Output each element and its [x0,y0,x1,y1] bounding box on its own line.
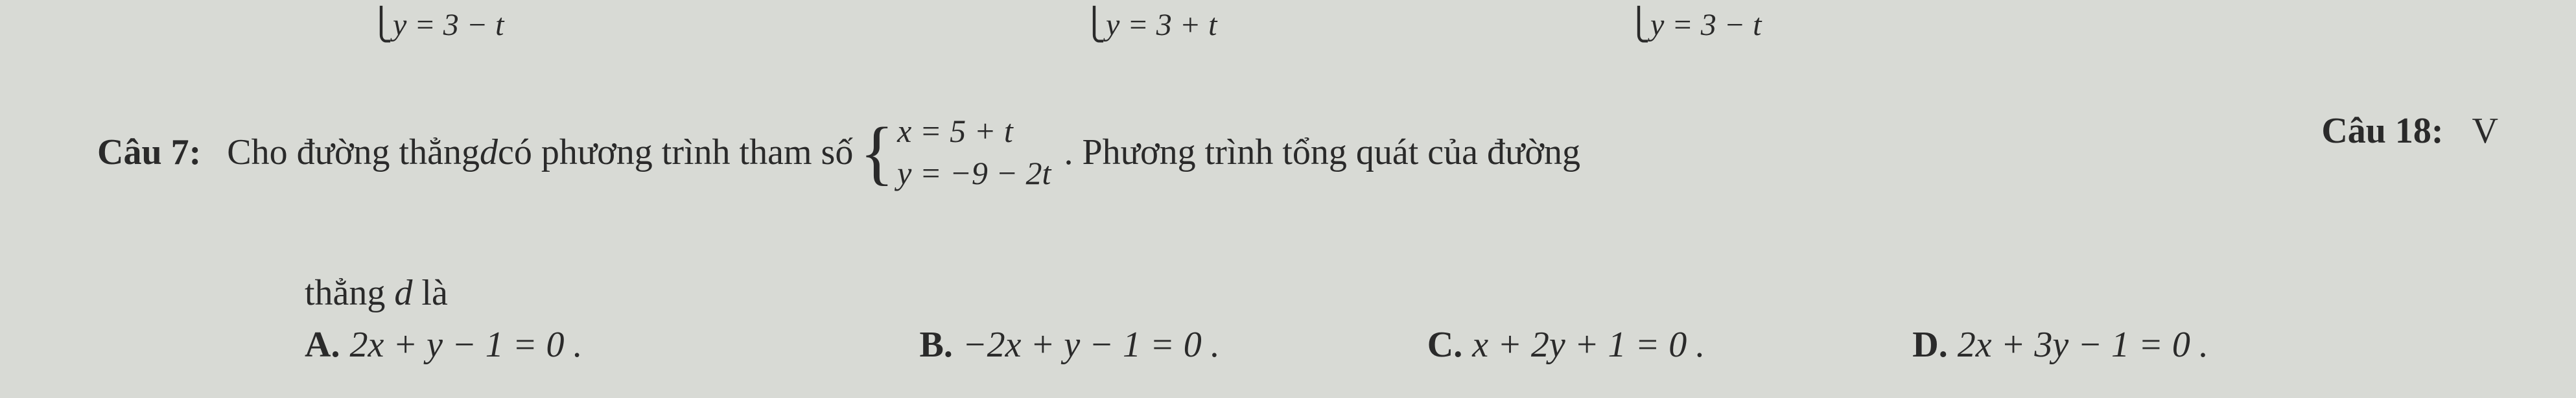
top-fragment-1: ⎩y = 3 − t [369,6,504,43]
question-text-before: Cho đường thẳng [227,132,480,173]
question-text-mid: có phương trình tham số [498,132,853,173]
option-c-label: C. [1427,324,1462,366]
top-eq-2: y = 3 + t [1106,8,1217,42]
option-c: C. x + 2y + 1 = 0 . [1427,324,1705,366]
option-a: A. 2x + y − 1 = 0 . [305,324,583,366]
system-eq1: x = 5 + t [897,110,1051,152]
top-fragment-3: ⎩y = 3 − t [1627,6,1761,43]
cau18-partial: V [2472,111,2498,151]
question-line-var: d [480,132,498,173]
option-b-expr: −2x + y − 1 = 0 . [963,324,1220,366]
option-d-label: D. [1912,324,1947,366]
brace-fragment-icon: ⎩ [369,8,393,42]
options-row: A. 2x + y − 1 = 0 . B. −2x + y − 1 = 0 .… [305,324,2444,366]
brace-left-icon: { [860,117,894,188]
question-text-after: . Phương trình tổng quát của đường [1064,132,1580,173]
cau18-label: Câu 18: [2321,111,2443,151]
option-b-label: B. [920,324,953,366]
top-fragment-row: ⎩y = 3 − t ⎩y = 3 + t ⎩y = 3 − t [0,6,2576,58]
line2-var: d [394,273,412,313]
question-row: Câu 7: Cho đường thẳng d có phương trình… [97,110,2496,194]
question-text: Cho đường thẳng d có phương trình tham s… [227,110,1580,194]
option-d: D. 2x + 3y − 1 = 0 . [1912,324,2208,366]
question-label: Câu 7: [97,132,201,173]
option-d-expr: 2x + 3y − 1 = 0 . [1958,324,2208,366]
equation-system: { x = 5 + t y = −9 − 2t [860,110,1051,194]
question-line-2: thẳng d là [305,272,448,314]
option-b: B. −2x + y − 1 = 0 . [920,324,1220,366]
top-fragment-2: ⎩y = 3 + t [1083,6,1217,43]
system-eq2: y = −9 − 2t [897,152,1051,194]
line2-text: thẳng [305,273,394,313]
line2-end: là [412,273,447,313]
option-a-label: A. [305,324,340,366]
top-eq-3: y = 3 − t [1650,8,1761,42]
brace-fragment-icon: ⎩ [1083,8,1106,42]
system-equations: x = 5 + t y = −9 − 2t [897,110,1051,194]
top-eq-1: y = 3 − t [393,8,504,42]
brace-fragment-icon: ⎩ [1627,8,1650,42]
option-c-expr: x + 2y + 1 = 0 . [1472,324,1705,366]
option-a-expr: 2x + y − 1 = 0 . [349,324,582,366]
next-question-label: Câu 18: V [2321,110,2498,152]
